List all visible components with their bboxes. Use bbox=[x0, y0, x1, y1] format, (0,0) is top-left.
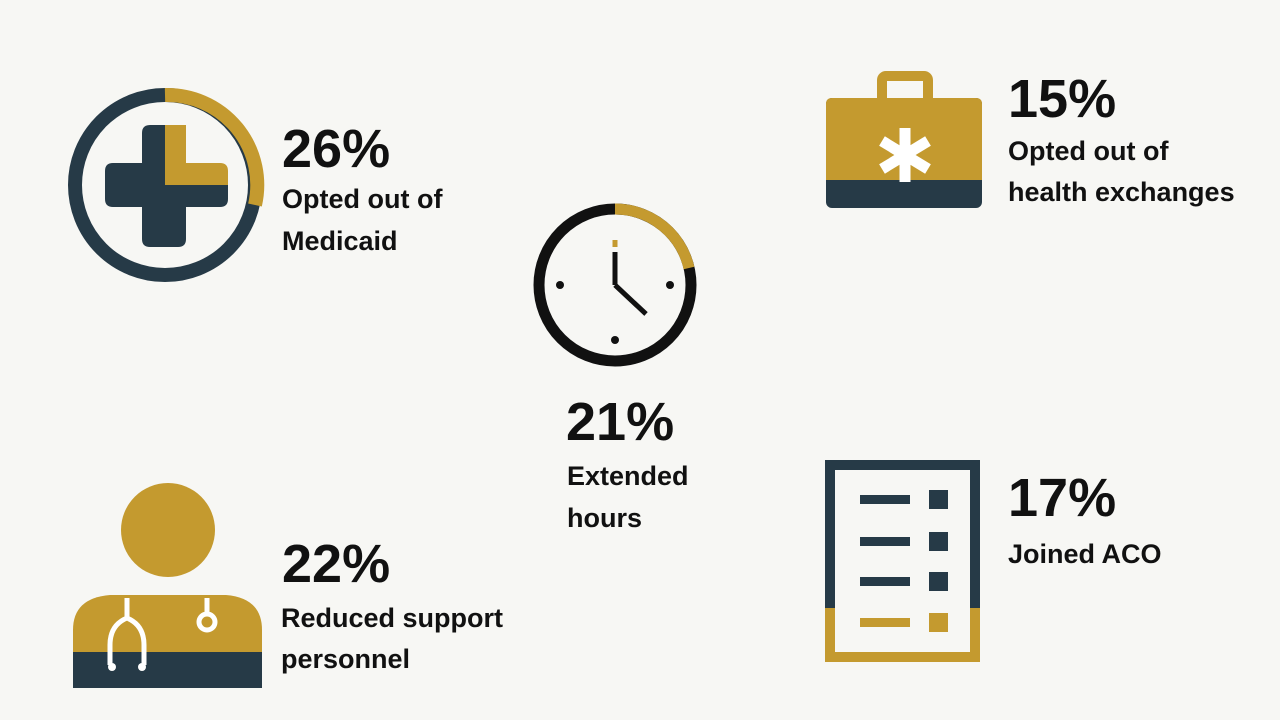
checklist-icon bbox=[825, 460, 980, 662]
label-line: Opted out of bbox=[1008, 136, 1169, 166]
label-line: personnel bbox=[281, 644, 410, 674]
percent: 21% bbox=[566, 392, 674, 452]
cross-icon bbox=[68, 87, 265, 282]
label-line: Reduced support bbox=[281, 603, 503, 633]
label-line: health exchanges bbox=[1008, 177, 1235, 207]
briefcase-icon bbox=[826, 71, 982, 208]
percent: 17% bbox=[1008, 468, 1116, 528]
label-line: Opted out of bbox=[282, 184, 443, 214]
label-line: hours bbox=[567, 503, 642, 533]
label-line: Medicaid bbox=[282, 226, 398, 256]
percent: 26% bbox=[282, 119, 390, 179]
doctor-icon bbox=[73, 483, 262, 688]
label-line: Joined ACO bbox=[1008, 539, 1162, 569]
label-line: Extended bbox=[567, 461, 689, 491]
percent: 15% bbox=[1008, 69, 1116, 129]
percent: 22% bbox=[282, 534, 390, 594]
clock-icon bbox=[533, 203, 697, 367]
